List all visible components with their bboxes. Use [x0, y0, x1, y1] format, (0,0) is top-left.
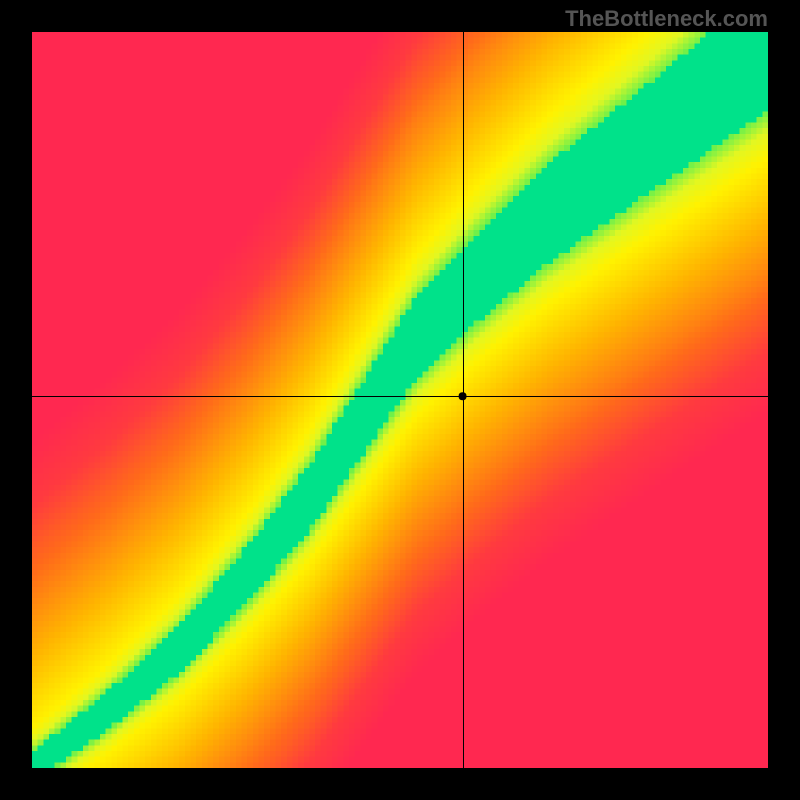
watermark-text: TheBottleneck.com [565, 6, 768, 32]
crosshair-overlay [32, 32, 768, 768]
